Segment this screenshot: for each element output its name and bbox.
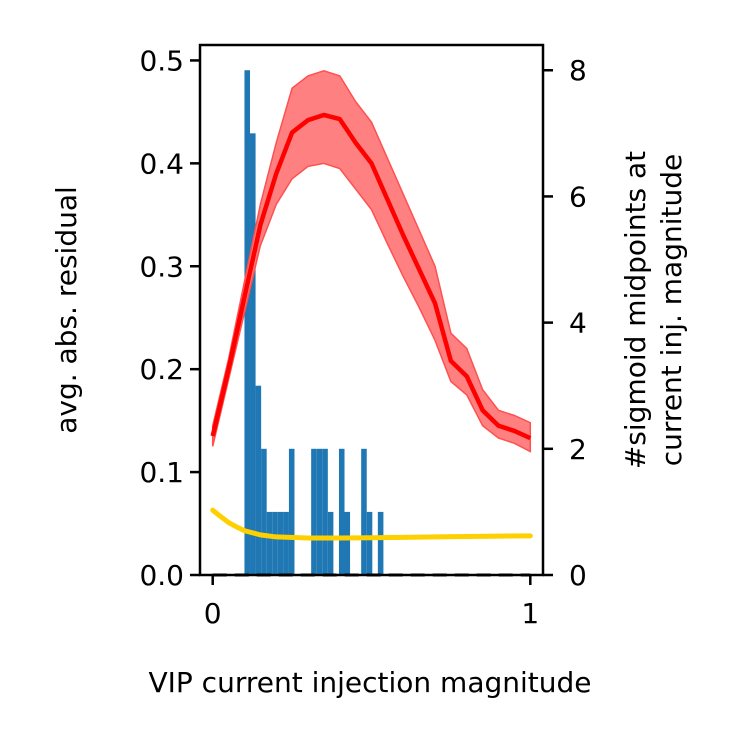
histogram-bar [311, 448, 317, 575]
histogram-bar [322, 448, 328, 575]
x-tick-label: 1 [521, 597, 539, 630]
histogram-bar [266, 511, 273, 575]
y2-tick-label: 0 [569, 559, 587, 592]
y-axis-label: avg. abs. residual [50, 186, 83, 434]
histogram-bar [377, 511, 384, 575]
y-tick-label: 0.5 [139, 44, 184, 77]
histogram-bar [366, 511, 373, 575]
histogram-bar [283, 511, 289, 575]
y2-axis-label: #sigmoid midpoints at current inj. magni… [619, 151, 688, 469]
histogram-bar [255, 385, 262, 575]
histogram-bar [261, 448, 267, 575]
y-tick-label: 0.4 [139, 147, 184, 180]
y2-axis-label-line2: current inj. magnitude [655, 154, 688, 466]
histogram-bar [244, 70, 251, 575]
y-tick-label: 0.1 [139, 456, 184, 489]
x-axis-label: VIP current injection magnitude [148, 666, 591, 699]
baseline-line [210, 507, 533, 541]
histogram-bar [250, 133, 256, 576]
histogram-bar [316, 448, 323, 575]
histogram-bar [288, 448, 295, 575]
y2-tick-label: 2 [569, 433, 587, 466]
x-tick-label: 0 [204, 597, 222, 630]
plot-area [210, 69, 533, 577]
histogram-bar [361, 448, 367, 575]
y-tick-label: 0.3 [139, 250, 184, 283]
histogram-bar [272, 511, 278, 575]
y2-tick-label: 4 [569, 307, 587, 340]
y2-axis-label-line1: #sigmoid midpoints at [619, 151, 652, 469]
histogram-bar [344, 511, 351, 575]
plot-frame [198, 43, 545, 577]
y2-tick-label: 6 [569, 180, 587, 213]
histogram-bar [338, 448, 345, 575]
histogram-bar [327, 511, 334, 575]
residual-line [210, 112, 532, 441]
histogram-bar [277, 511, 284, 575]
y-tick-label: 0.2 [139, 353, 184, 386]
y2-tick-label: 8 [569, 54, 587, 87]
y-tick-label: 0.0 [139, 559, 184, 592]
